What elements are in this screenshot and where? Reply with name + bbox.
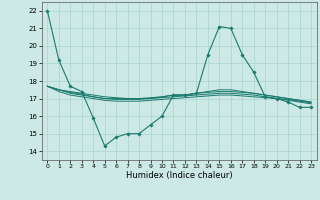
X-axis label: Humidex (Indice chaleur): Humidex (Indice chaleur) [126, 171, 233, 180]
